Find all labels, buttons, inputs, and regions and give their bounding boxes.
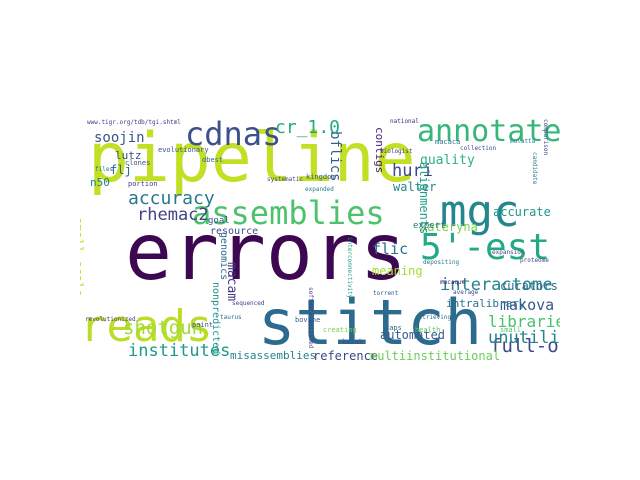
word-goal: goal [208,216,230,226]
word-mgc: mgc [440,186,520,237]
word-accurate: accurate [493,205,551,219]
word-proteome: proteome [520,257,549,264]
word-reads: reads [80,301,213,352]
word-huri: huri [392,161,433,181]
word-curators: curators [500,279,558,293]
word-interactome: interactome [440,275,553,295]
word-portion: portion [128,180,158,188]
word-nonpredicted: nonpredicted [210,282,221,355]
word-kingdom: kingdom [306,173,336,181]
word-intralibrary: intralibrary [446,297,526,310]
word-systematic: systematic [267,176,304,183]
word-creating: creating [323,326,357,334]
word-candidate: candidate [531,152,538,185]
word-biologist: biologist [380,148,413,155]
word-unutilized: unutilized [488,328,560,348]
word-depositing: depositing [423,259,460,266]
word-genomics: genomics [218,232,229,281]
word-walter: walter [393,180,437,194]
word-national: national [390,118,419,125]
word-collection: collection [460,145,497,152]
word-accuracy: accuracy [128,188,215,209]
word-quality: quality [420,153,475,168]
word-bovine: bovine [295,316,321,324]
word-pipeline: pipeline [88,119,416,198]
word-expert: expert [413,221,446,231]
word-average: average [453,289,479,296]
word-flic: flic [372,240,409,258]
word-meaning: meaning [372,264,423,278]
word-comparison: comparison [542,119,549,156]
word-kateryna: kateryna [420,220,478,234]
word-sequenced: sequenced [232,300,265,307]
word-revolutionized: revolutionized [85,316,136,323]
word-automated: automated [380,328,446,342]
word-makova: makova [500,296,555,314]
word-kozak: kozak [342,338,364,346]
word-flj: flj [110,163,132,177]
word-cr10: cr_1.0 [275,117,341,138]
word-dbest: dbest [202,156,224,164]
word-gaps: gaps [385,324,402,332]
word-small: small [500,326,522,334]
word-expanded: expanded [305,186,334,193]
word-expansion: expansion [492,249,525,256]
word-paint: paint [192,321,214,329]
word-macaca: macaca [435,138,461,146]
word-retrieving: retrieving [415,314,452,321]
word-small-scale: small-scale [80,217,85,297]
word-errors: errors [125,208,407,298]
word-misassemblies: misassemblies [230,349,317,361]
word-annotated: annotated [417,117,560,149]
word-multiinstitutional: multiinstitutional [370,349,501,361]
word-rhemac2: rhemac2 [137,205,209,225]
word-assemblies: assemblies [192,194,385,232]
word-cdnas: cdnas [185,117,282,153]
word-resource: resource [210,226,259,237]
word-taurus: taurus [220,314,242,321]
word-health: health [415,326,441,334]
word-mulatta: mulatta [510,138,536,145]
word-cloud: pipeline errors stitch reads mgc assembl… [80,117,560,361]
word-full-orf: full-orf [490,335,560,357]
word-reference: reference [313,349,379,361]
word-stitch: stitch [258,286,482,359]
word-files: files [95,166,114,173]
word-evolutionary: evolutionary [158,146,209,154]
word-shotgun: shotgun [123,317,204,339]
word-clones: clones [125,159,151,167]
word-soojin: soojin [94,130,145,146]
word-software-assisted: software-assisted [307,287,314,349]
word-torrent: torrent [373,290,399,297]
word-n50: n50 [90,176,110,189]
word-url: www.tigr.org/tdb/tgi.shtml [87,119,181,126]
word-institutes: institutes [128,341,231,361]
word-libraries: libraries [488,312,560,331]
word-interconnectivity: interconnectivity [346,237,353,299]
word-lutz: lutz [115,149,142,162]
word-five-est: 5'-est [420,227,551,268]
word-macaque: macaque [440,279,466,286]
